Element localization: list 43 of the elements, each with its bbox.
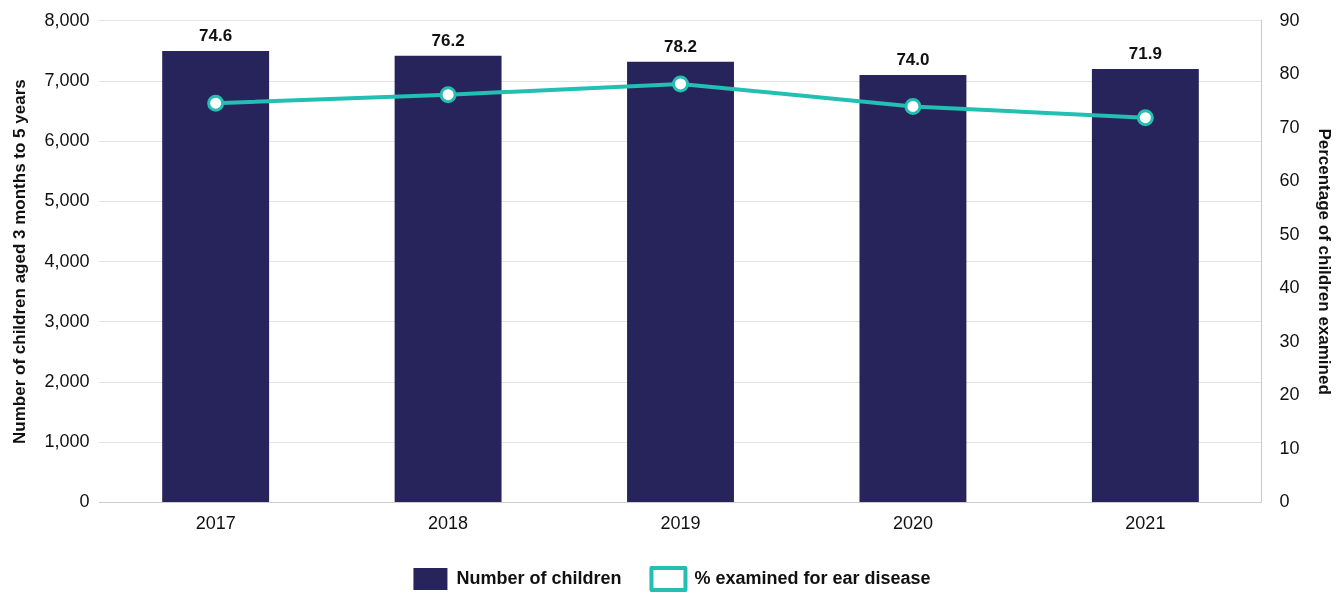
y-tick-label: 6,000 bbox=[44, 130, 90, 151]
y-tick-label: 0 bbox=[79, 491, 90, 512]
y2-tick-label: 70 bbox=[1279, 116, 1300, 137]
y-tick-label: 8,000 bbox=[44, 9, 90, 30]
y-tick-label: 4,000 bbox=[44, 250, 90, 271]
y-tick-label: 2,000 bbox=[44, 370, 90, 391]
point bbox=[672, 75, 690, 93]
data-label: 78.2 bbox=[663, 36, 698, 56]
bar bbox=[162, 50, 270, 502]
bar bbox=[627, 61, 734, 502]
y2-tick-label: 60 bbox=[1279, 170, 1300, 191]
y2-tick-label: 0 bbox=[1279, 491, 1290, 512]
x-tick-label: 2018 bbox=[428, 513, 469, 534]
bar bbox=[859, 74, 967, 502]
y-tick-label: 5,000 bbox=[44, 190, 90, 211]
point bbox=[904, 97, 922, 115]
point bbox=[1136, 109, 1154, 127]
data-label: 74.6 bbox=[199, 26, 233, 46]
y2-tick-label: 90 bbox=[1279, 9, 1300, 30]
y-tick-label: 3,000 bbox=[44, 310, 90, 331]
data-label: 76.2 bbox=[431, 30, 465, 50]
legend-label: Number of children bbox=[456, 567, 622, 588]
data-label: 74.0 bbox=[896, 50, 930, 70]
y2-tick-label: 10 bbox=[1279, 437, 1300, 458]
y2-tick-label: 40 bbox=[1279, 277, 1300, 298]
x-tick-label: 2019 bbox=[660, 513, 701, 534]
x-tick-label: 2017 bbox=[195, 513, 236, 534]
y2-tick-label: 50 bbox=[1279, 223, 1300, 244]
point bbox=[439, 86, 457, 104]
x-tick-label: 2020 bbox=[892, 513, 933, 534]
y2-tick-label: 20 bbox=[1279, 384, 1300, 405]
y2-tick-label: 30 bbox=[1279, 330, 1300, 351]
data-label: 71.9 bbox=[1128, 44, 1162, 64]
x-tick-label: 2021 bbox=[1125, 513, 1166, 534]
y-tick-label: 1,000 bbox=[44, 431, 90, 452]
point bbox=[207, 94, 225, 112]
y2-tick-label: 80 bbox=[1279, 63, 1300, 84]
y-axis-title: Number of children aged 3 months to 5 years bbox=[9, 79, 29, 444]
bar bbox=[394, 55, 502, 502]
y-tick-label: 7,000 bbox=[44, 69, 90, 90]
legend-label: % examined for ear disease bbox=[694, 567, 931, 588]
bar bbox=[1091, 68, 1199, 502]
y2-axis-title: Percentage of children examined bbox=[1315, 128, 1335, 395]
